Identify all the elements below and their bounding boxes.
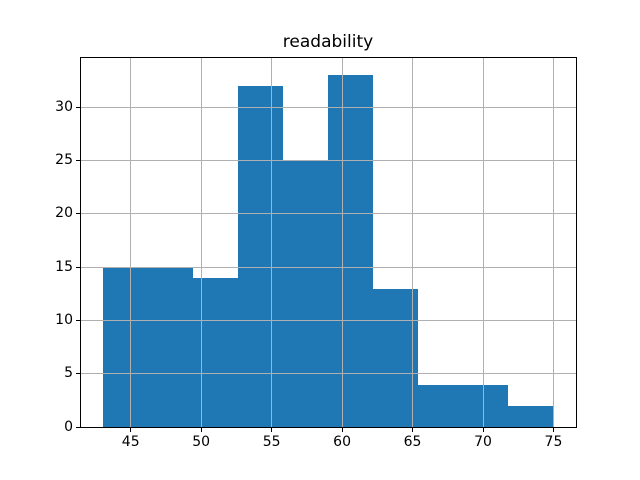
x-gridline — [552, 57, 554, 428]
y-tick-label: 10 — [55, 312, 73, 329]
bars-layer — [80, 58, 576, 428]
x-gridline — [271, 57, 273, 428]
y-tick-label: 0 — [64, 418, 73, 435]
histogram-bar — [373, 288, 419, 428]
grid-layer — [80, 57, 576, 428]
histogram-bar — [147, 267, 193, 428]
x-tick-label: 70 — [474, 434, 492, 450]
y-tick-label: 15 — [55, 258, 73, 275]
histogram-bar — [418, 384, 464, 428]
chart-title: readability — [282, 32, 374, 52]
histogram-bar — [282, 160, 328, 428]
histogram-bar — [328, 75, 374, 428]
x-tick-label: 50 — [192, 434, 211, 450]
x-tick-mark — [412, 427, 414, 432]
y-tick-mark — [75, 106, 80, 108]
y-tick-mark — [75, 426, 80, 428]
histogram-bar — [463, 384, 509, 428]
x-gridline — [412, 57, 414, 428]
x-gridline — [130, 57, 132, 428]
y-tick-mark — [75, 320, 80, 322]
x-tick-mark — [341, 427, 343, 432]
x-gridline — [200, 57, 202, 428]
x-tick-mark — [130, 427, 132, 432]
y-tick-label: 5 — [64, 365, 73, 382]
x-tick-label: 55 — [262, 434, 281, 450]
y-tick-label: 20 — [55, 205, 73, 222]
histogram-bar — [237, 85, 283, 428]
x-tick-label: 45 — [121, 434, 140, 450]
x-tick-mark — [271, 427, 273, 432]
y-gridline — [80, 373, 576, 375]
y-tick-mark — [75, 213, 80, 215]
x-gridline — [482, 57, 484, 428]
y-tick-mark — [75, 160, 80, 162]
y-tick-mark — [75, 266, 80, 268]
x-tick-label: 65 — [403, 434, 422, 450]
plot-area — [80, 57, 576, 428]
x-tick-label: 75 — [544, 434, 563, 450]
y-gridline — [80, 106, 576, 108]
y-tick-mark — [75, 373, 80, 375]
x-tick-label: 60 — [333, 434, 351, 450]
x-tick-mark — [552, 427, 554, 432]
y-gridline — [80, 266, 576, 268]
y-tick-label: 30 — [55, 98, 73, 115]
x-gridline — [341, 57, 343, 428]
x-tick-mark — [482, 427, 484, 432]
x-tick-mark — [200, 427, 202, 432]
histogram-bar — [508, 405, 554, 428]
y-tick-label: 25 — [55, 152, 73, 169]
y-gridline — [80, 160, 576, 162]
y-gridline — [80, 213, 576, 215]
y-gridline — [80, 320, 576, 322]
histogram-bar — [102, 267, 148, 428]
histogram-bar — [192, 277, 238, 428]
